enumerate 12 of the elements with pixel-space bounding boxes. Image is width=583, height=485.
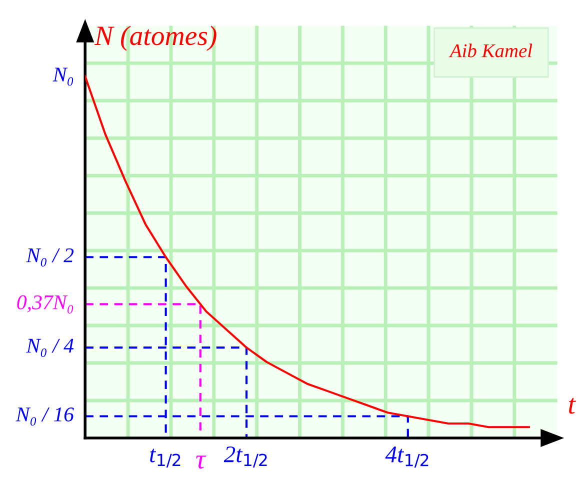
ref-line-label: N₀ / 16 [16,407,74,426]
ref-line-label: N₀ / 2 [26,248,74,267]
ref-line-label: N₀ / 4 [26,338,74,357]
text: N₀ [52,68,74,86]
x-tick-label: 2t$_{1/2}$ [224,446,267,468]
text: Aib Kamel [448,44,532,58]
x-tick-label: 4t$_{1/2}$ [385,446,428,468]
text: τ [196,456,206,469]
y-axis-title: N (atomes) [94,26,216,51]
ref-line-label: 0,37N₀ [17,295,74,314]
x-tick-label: t$_{1/2}$ [150,448,180,468]
x-axis-title: t [568,398,576,414]
